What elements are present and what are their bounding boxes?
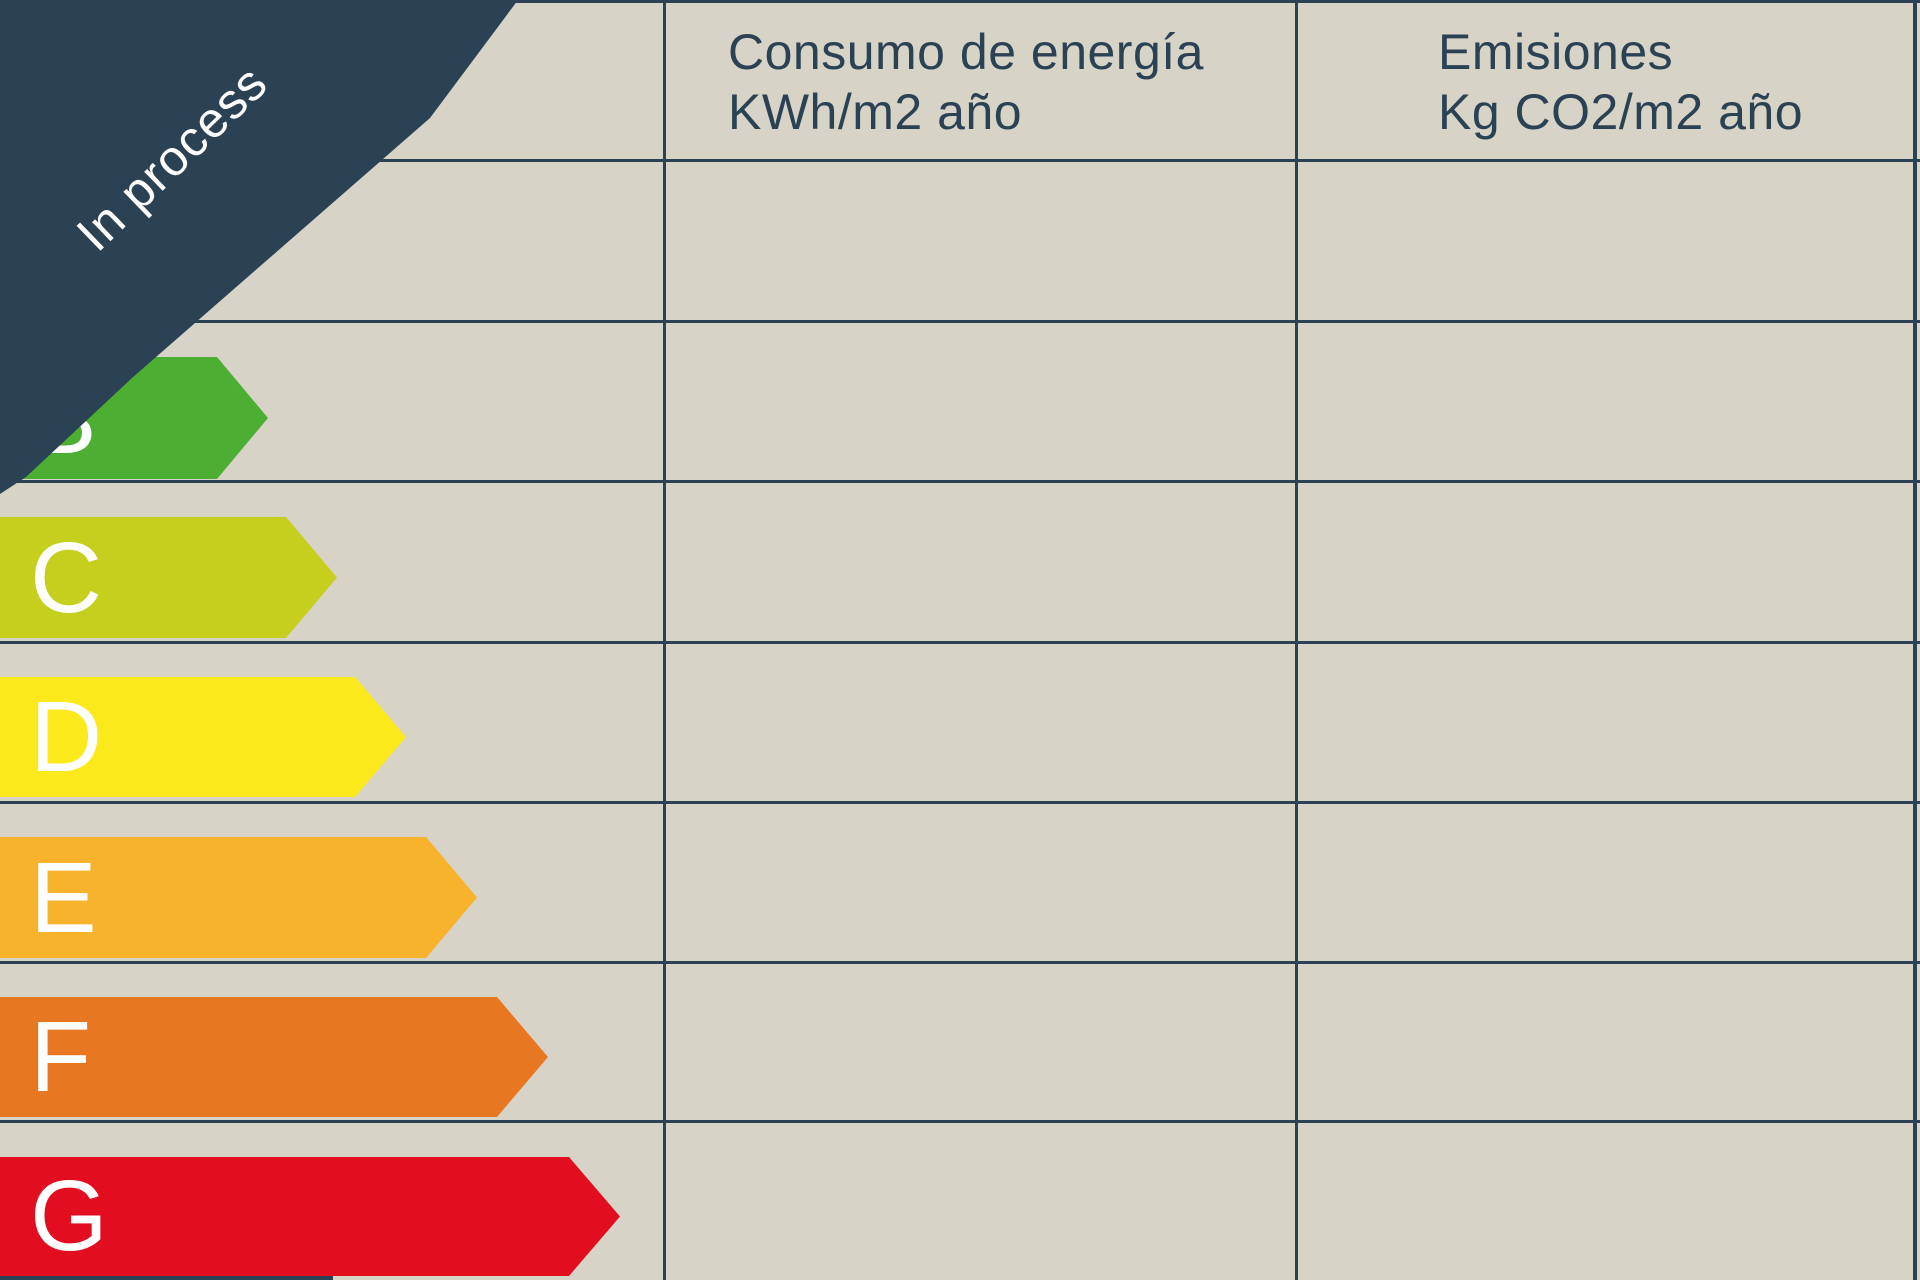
- row-divider: [0, 480, 1920, 483]
- table-right-border: [1913, 0, 1917, 1280]
- row-divider: [0, 1120, 1920, 1123]
- rating-letter-g: G: [30, 1160, 108, 1272]
- row-divider: [0, 320, 1920, 323]
- emisiones-title-line1: Emisiones: [1438, 24, 1674, 80]
- row-divider: [0, 159, 1920, 162]
- rating-arrow-d: D: [0, 677, 406, 797]
- consumo-title-line2: KWh/m2 año: [728, 84, 1023, 140]
- column-divider-emisiones: [1295, 0, 1298, 1280]
- row-divider: [0, 801, 1920, 804]
- column-header-emisiones: Emisiones Kg CO2/m2 año: [1438, 22, 1803, 142]
- rating-letter-d: D: [30, 681, 103, 793]
- row-divider: [0, 641, 1920, 644]
- consumo-title-line1: Consumo de energía: [728, 24, 1204, 80]
- rating-arrow-g: G: [0, 1157, 620, 1276]
- rating-arrow-e: E: [0, 837, 477, 958]
- emisiones-title-line2: Kg CO2/m2 año: [1438, 84, 1804, 140]
- column-divider-consumo: [663, 0, 666, 1280]
- rating-arrow-c: C: [0, 517, 337, 638]
- rating-letter-f: F: [30, 1001, 92, 1113]
- table-top-border: [0, 0, 1920, 3]
- row-divider: [0, 961, 1920, 964]
- bottom-edge-stub: [0, 1276, 333, 1280]
- rating-letter-e: E: [30, 842, 97, 954]
- rating-letter-c: C: [30, 522, 103, 634]
- rating-arrow-f: F: [0, 997, 548, 1117]
- column-header-consumo: Consumo de energía KWh/m2 año: [728, 22, 1204, 142]
